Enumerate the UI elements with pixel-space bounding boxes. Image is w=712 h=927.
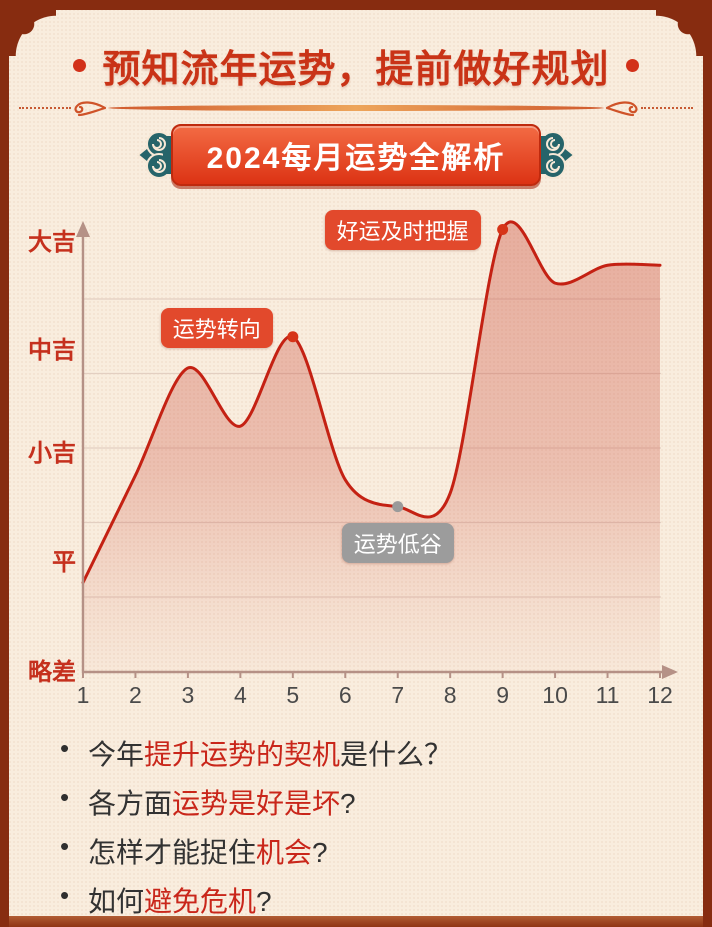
question-text: 各方面运势是好是坏? (88, 782, 356, 822)
section-title-badge[interactable]: 2024每月运势全解析 (170, 124, 542, 186)
x-axis-arrow-icon (662, 665, 678, 679)
data-point-month-9 (497, 223, 509, 235)
question-plain: ? (256, 886, 272, 917)
annotation-badge-3: 运势低谷 (341, 522, 454, 563)
bullet-icon: • (60, 782, 70, 812)
question-item-1: • 今年提升运势的契机是什么？ (60, 733, 676, 782)
frame-border-top (0, 0, 712, 10)
section-badge-row: 2024每月运势全解析 (0, 124, 712, 186)
x-tick-label-4: 4 (233, 682, 247, 708)
question-plain: 是什么？ (340, 739, 453, 770)
x-tick-label-12: 12 (647, 682, 673, 708)
frame-border-right (703, 0, 712, 927)
question-plain: ? (340, 788, 356, 819)
data-point-month-5 (287, 331, 299, 343)
question-item-2: • 各方面运势是好是坏? (60, 782, 676, 831)
question-highlight: 机会 (256, 837, 313, 868)
question-highlight: 运势是好是坏 (172, 788, 341, 819)
question-list: • 今年提升运势的契机是什么？ • 各方面运势是好是坏? • 怎样才能捉住机会? • 如何避免… (60, 733, 676, 927)
divider-dotted-right (641, 107, 693, 109)
x-tick-label-10: 10 (542, 682, 568, 708)
y-tick-label-2: 中吉 (28, 337, 76, 364)
y-tick-label-3: 小吉 (28, 440, 76, 467)
page-title: 预知流年运势，提前做好规划 (102, 49, 610, 91)
frame-corner-top-left (0, 0, 56, 56)
x-tick-label-5: 5 (286, 682, 300, 708)
x-tick-label-7: 7 (391, 682, 405, 708)
y-tick-label-1: 大吉 (28, 229, 76, 256)
y-tick-label-5: 略差 (28, 659, 76, 686)
data-point-month-7 (392, 501, 404, 513)
annotation-badge-2: 好运及时把握 (324, 210, 481, 251)
cloud-flourish-right-icon (605, 101, 638, 117)
frame-border-left (0, 0, 9, 927)
question-highlight: 提升运势的契机 (144, 739, 341, 770)
divider-dotted-left (19, 107, 71, 109)
area-fill (83, 221, 660, 672)
x-tick-label-6: 6 (338, 682, 352, 708)
bullet-icon: • (60, 733, 70, 763)
question-plain: ? (312, 837, 328, 868)
fortune-line (81, 220, 662, 585)
question-text: 今年提升运势的契机是什么？ (88, 733, 452, 773)
bullet-icon: • (60, 880, 70, 910)
question-item-4: • 如何避免危机? (60, 880, 676, 927)
bottom-section-band (0, 916, 712, 927)
x-tick-label-2: 2 (129, 682, 142, 708)
question-plain: 如何 (88, 886, 145, 917)
y-tick-label-4: 平 (52, 549, 76, 576)
question-highlight: 避免危机 (144, 886, 257, 917)
question-text: 如何避免危机? (88, 880, 272, 920)
x-tick-label-9: 9 (496, 682, 510, 708)
header: 预知流年运势，提前做好规划 (0, 38, 712, 93)
title-dot-right-icon (625, 59, 639, 72)
title-dot-left-icon (73, 59, 87, 72)
cloud-flourish-left-icon (74, 101, 107, 117)
annotation-badge-1: 运势转向 (160, 307, 273, 348)
question-item-3: • 怎样才能捉住机会? (60, 831, 676, 880)
question-plain: 怎样才能捉住 (88, 837, 257, 868)
x-tick-label-3: 3 (181, 682, 195, 708)
frame-corner-top-right (656, 0, 712, 56)
x-tick-label-11: 11 (595, 682, 620, 708)
x-tick-label-8: 8 (443, 682, 457, 708)
question-text: 怎样才能捉住机会? (88, 831, 328, 871)
question-plain: 各方面 (88, 788, 173, 819)
divider-bar (108, 105, 604, 111)
bullet-icon: • (60, 831, 70, 861)
x-tick-label-1: 1 (76, 682, 90, 708)
y-axis-arrow-icon (76, 221, 90, 237)
question-plain: 今年 (88, 739, 145, 770)
header-divider (19, 97, 693, 119)
